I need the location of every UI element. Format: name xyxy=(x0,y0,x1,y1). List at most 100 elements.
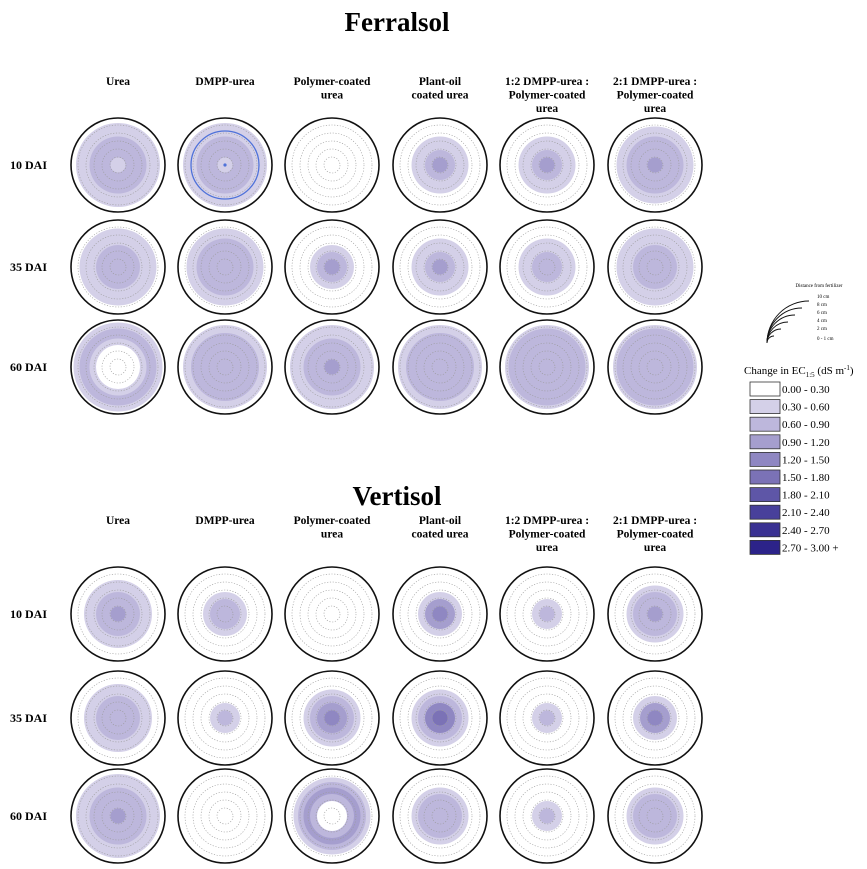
ec-ring xyxy=(110,808,126,824)
legend-swatch-label: 0.60 - 0.90 xyxy=(782,419,830,431)
circle-outline xyxy=(607,670,703,766)
circle-outline xyxy=(607,219,703,315)
circle-outline xyxy=(177,117,273,213)
circle-outline xyxy=(392,219,488,315)
distance-label: 10 cm xyxy=(817,295,829,300)
ec-ring xyxy=(432,359,448,375)
ec-ring xyxy=(110,606,126,622)
circle-grid: Urea DMPP-urea Polymer-coated urea Plant-oil… xyxy=(10,76,703,864)
ec-circle xyxy=(392,566,488,662)
legend-swatch-label: 1.50 - 1.80 xyxy=(782,472,830,484)
ec-circle xyxy=(392,670,488,766)
ec-circle xyxy=(70,319,166,415)
legend-swatch xyxy=(749,469,781,485)
ec-circle xyxy=(177,219,273,315)
legend-swatch-label: 0.90 - 1.20 xyxy=(782,437,830,449)
circle-outline xyxy=(284,219,380,315)
ec-ring xyxy=(217,808,233,824)
column-label: Urea xyxy=(106,76,130,88)
ec-circle xyxy=(499,670,595,766)
distance-label: 4 cm xyxy=(817,319,827,324)
legend-swatch xyxy=(749,504,781,520)
panel-title-ferralsol: Ferralsol xyxy=(345,7,450,37)
ec-circle xyxy=(70,670,166,766)
circle-outline xyxy=(499,768,595,864)
circle-outline xyxy=(499,670,595,766)
row-label: 10 DAI xyxy=(10,158,47,172)
circle-outline xyxy=(392,670,488,766)
ec-ring xyxy=(324,359,340,375)
legend-ec-title: Change in EC1:5 (dS m-1) xyxy=(744,364,854,379)
circle-outline xyxy=(177,670,273,766)
legend-swatch xyxy=(749,487,781,503)
circle-outline xyxy=(177,768,273,864)
distance-label: 0 - 1 cm xyxy=(817,337,834,342)
circle-outline xyxy=(284,319,380,415)
ec-circle xyxy=(177,670,273,766)
row-label: 10 DAI xyxy=(10,607,47,621)
ec-ring xyxy=(217,710,233,726)
row-label: 60 DAI xyxy=(10,360,47,374)
panel-title-vertisol: Vertisol xyxy=(353,481,442,511)
ec-ring xyxy=(539,359,555,375)
legend-swatch-label: 1.20 - 1.50 xyxy=(782,454,830,466)
ec-circle xyxy=(284,670,380,766)
circle-outline xyxy=(392,117,488,213)
ec-circle xyxy=(70,768,166,864)
ec-circle xyxy=(70,566,166,662)
ec-circle xyxy=(607,219,703,315)
circle-outline xyxy=(392,768,488,864)
ec-ring xyxy=(110,157,126,173)
legend-swatch-label: 2.40 - 2.70 xyxy=(782,525,830,537)
distance-label: 8 cm xyxy=(817,303,827,308)
ec-circle xyxy=(499,768,595,864)
ec-ring xyxy=(432,710,448,726)
distance-label: 6 cm xyxy=(817,311,827,316)
ec-circle xyxy=(607,319,703,415)
circle-outline xyxy=(70,117,166,213)
ec-circle xyxy=(392,117,488,213)
circle-outline xyxy=(70,566,166,662)
ec-ring xyxy=(647,606,663,622)
circle-outline xyxy=(284,768,380,864)
ec-ring xyxy=(647,808,663,824)
ec-ring xyxy=(110,359,126,375)
column-label: Polymer-coated urea xyxy=(294,76,371,102)
ec-circle xyxy=(499,566,595,662)
ec-ring xyxy=(324,808,340,824)
ec-circle xyxy=(177,768,273,864)
legend-swatch xyxy=(749,381,781,397)
ec-ring xyxy=(110,710,126,726)
legend-swatch-label: 0.30 - 0.60 xyxy=(782,402,830,414)
ec-ring xyxy=(217,359,233,375)
ec-ring xyxy=(539,157,555,173)
circle-outline xyxy=(70,219,166,315)
legend-swatch xyxy=(749,540,781,555)
ec-ring xyxy=(539,259,555,275)
ec-circle xyxy=(284,117,380,213)
distance-arc xyxy=(766,300,810,344)
ec-circle xyxy=(177,117,273,213)
legend-distance-arcs: 10 cm 8 cm 6 cm 4 cm 2 cm 0 - 1 cm xyxy=(766,295,834,344)
column-label: DMPP-urea xyxy=(195,76,254,88)
ec-ring xyxy=(539,808,555,824)
column-label: DMPP-urea xyxy=(195,515,254,527)
circle-outline xyxy=(70,319,166,415)
legend-swatch xyxy=(749,522,781,538)
circle-outline xyxy=(607,566,703,662)
ec-circle xyxy=(70,117,166,213)
ec-circle xyxy=(607,566,703,662)
ec-circle xyxy=(177,566,273,662)
circle-outline xyxy=(499,219,595,315)
ec-ring xyxy=(217,259,233,275)
ec-ring xyxy=(432,606,448,622)
circle-outline xyxy=(607,768,703,864)
column-label: 1:2 DMPP-urea : Polymer-coated urea xyxy=(505,76,589,115)
circle-outline xyxy=(392,319,488,415)
circle-outline xyxy=(284,670,380,766)
ec-ring xyxy=(647,259,663,275)
ec-ring xyxy=(110,259,126,275)
circle-outline xyxy=(177,319,273,415)
ec-circle xyxy=(607,117,703,213)
circle-outline xyxy=(284,117,380,213)
